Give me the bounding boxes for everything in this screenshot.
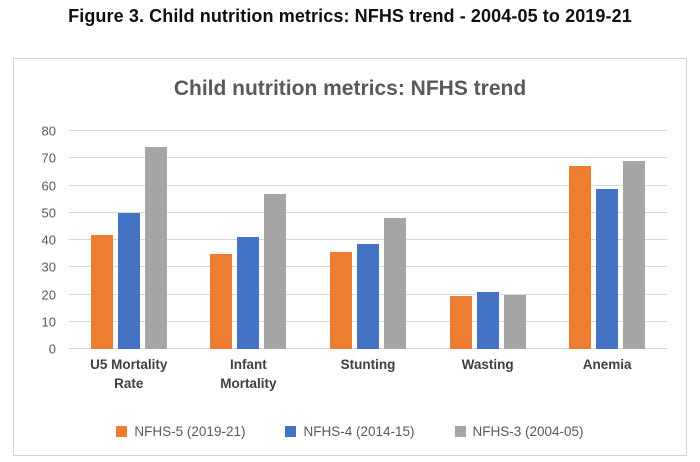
bar [90,234,113,349]
bar [264,193,287,349]
bar [237,237,260,349]
y-tick-label: 30 [41,259,56,275]
y-tick-label: 50 [41,205,56,221]
legend-label: NFHS-3 (2004-05) [472,424,584,439]
legend-label: NFHS-5 (2019-21) [134,424,246,439]
x-axis-labels: U5 Mortality Rate Infant Mortality Stuntin… [69,356,667,394]
gridline [69,211,667,213]
chart-title: Child nutrition metrics: NFHS trend [173,77,527,100]
bar-group [189,131,309,349]
legend-label: NFHS-4 (2014-15) [303,424,415,439]
x-category-label: Infant Mortality [220,357,277,391]
legend-swatch-icon [116,426,128,437]
y-tick-label: 60 [41,178,56,193]
legend-item: NFHS-5 (2019-21) [116,424,245,439]
bar [329,252,352,349]
y-tick-label: 70 [41,150,56,166]
legend-item: NFHS-3 (2004-05) [454,424,584,439]
gridline [69,184,667,186]
gridline [69,130,667,131]
bar [449,296,472,349]
bar-group [547,131,667,349]
legend-swatch-icon [454,426,466,437]
bar-group [69,131,189,349]
bar [117,212,140,349]
gridline [69,157,667,159]
y-tick-label: 0 [48,341,56,357]
bar [503,295,526,349]
chart-container: Child nutrition metrics: NFHS trend 0 10 2… [13,58,687,456]
bar [596,189,619,349]
bar-group [308,131,428,349]
x-category-label: U5 Mortality Rate [90,357,168,391]
y-tick-label: 20 [41,287,56,302]
bar [144,147,167,349]
gridline [69,239,667,240]
legend-swatch-icon [285,426,297,437]
legend-item: NFHS-4 (2014-15) [285,424,415,439]
bar [623,160,646,349]
x-category-label: Anemia [582,357,632,372]
bar [569,166,592,349]
bar [383,218,406,349]
plot-area [69,130,667,349]
bar-group [428,131,548,349]
legend: NFHS-5 (2019-21) NFHS-4 (2014-15) NFHS-3 (… [14,424,686,439]
x-category-label: Wasting [461,357,514,372]
x-category-label: Stunting [340,357,396,372]
bar-groups [69,131,667,349]
bar [356,244,379,349]
y-axis: 0 10 20 30 40 50 60 70 80 [14,124,56,357]
y-tick-label: 40 [41,232,56,248]
bar [210,253,233,349]
y-tick-label: 80 [41,123,56,139]
figure-caption: Figure 3. Child nutrition metrics: NFHS … [68,6,632,26]
bar [476,291,499,349]
y-tick-label: 10 [41,314,56,330]
